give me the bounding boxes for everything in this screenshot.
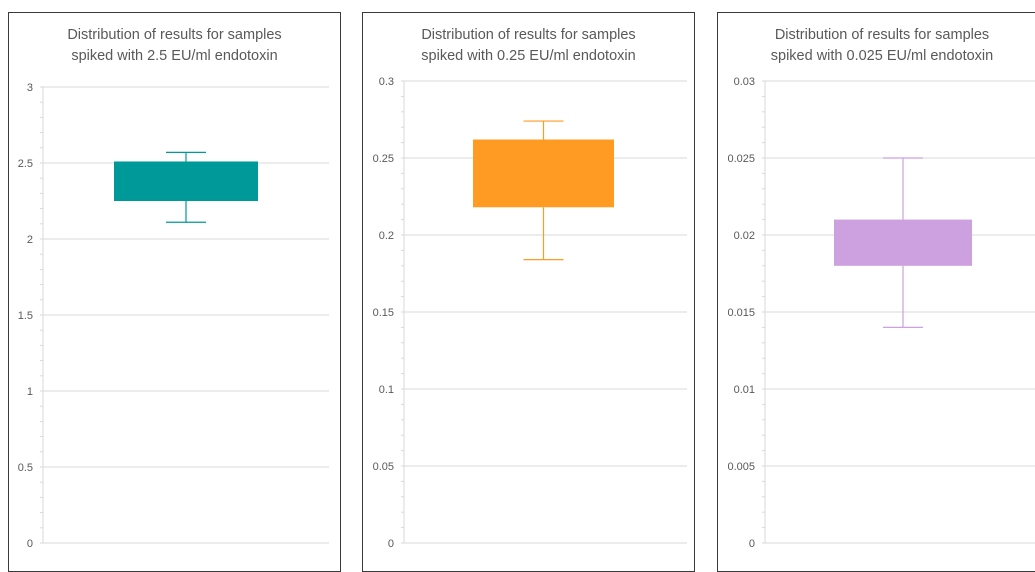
box-plot: 0 0.05 0.1 0.15 0.2 0.25 0.3 — [373, 76, 687, 550]
chart-panel-1: Distribution of results for samples spik… — [8, 12, 341, 572]
chart-title-line-1: Distribution of results for samples — [774, 27, 990, 43]
y-tick-label: 0 — [388, 538, 394, 550]
y-tick-label: 0.3 — [379, 76, 394, 88]
y-tick-label: 0.03 — [734, 76, 755, 88]
box-q1-q3 — [114, 161, 258, 201]
chart-title: Distribution of results for samples spik… — [9, 25, 340, 67]
y-tick-label: 0.025 — [727, 153, 755, 165]
chart-title-line-1: Distribution of results for samples — [421, 27, 636, 43]
y-tick-label: 0.05 — [373, 461, 394, 473]
y-tick-label: 1.5 — [18, 310, 33, 322]
chart-panel-3: Distribution of results for samples spik… — [717, 12, 1035, 572]
y-tick-label: 3 — [27, 82, 33, 94]
y-tick-label: 0.5 — [18, 462, 33, 474]
chart-title: Distribution of results for samples spik… — [363, 25, 694, 67]
y-tick-label: 1 — [27, 386, 33, 398]
chart-panel-2: Distribution of results for samples spik… — [362, 12, 695, 572]
box-q1-q3 — [834, 219, 972, 266]
y-tick-label: 0 — [749, 538, 755, 550]
y-tick-label: 0.2 — [379, 230, 394, 242]
y-tick-label: 2.5 — [18, 158, 33, 170]
box-plot: 0 0.5 1 1.5 2 2.5 3 — [18, 82, 329, 550]
box-plot: 0 0.005 0.01 0.015 0.02 0.025 0.03 — [727, 76, 1035, 550]
y-tick-label: 2 — [27, 234, 33, 246]
chart-title-line-2: spiked with 2.5 EU/ml endotoxin — [71, 48, 278, 64]
chart-title-line-2: spiked with 0.25 EU/ml endotoxin — [421, 48, 636, 64]
box-q1-q3 — [473, 139, 614, 208]
y-tick-label: 0.1 — [379, 384, 394, 396]
y-tick-label: 0.15 — [373, 307, 394, 319]
chart-title-line-2: spiked with 0.025 EU/ml endotoxin — [770, 48, 994, 64]
chart-title: Distribution of results for samples spik… — [718, 25, 1035, 67]
y-tick-label: 0.005 — [727, 461, 755, 473]
y-tick-label: 0 — [27, 538, 33, 550]
chart-title-line-1: Distribution of results for samples — [67, 27, 282, 43]
y-tick-label: 0.015 — [727, 307, 755, 319]
y-tick-label: 0.01 — [734, 384, 755, 396]
y-tick-label: 0.25 — [373, 153, 394, 165]
y-tick-label: 0.02 — [734, 230, 755, 242]
